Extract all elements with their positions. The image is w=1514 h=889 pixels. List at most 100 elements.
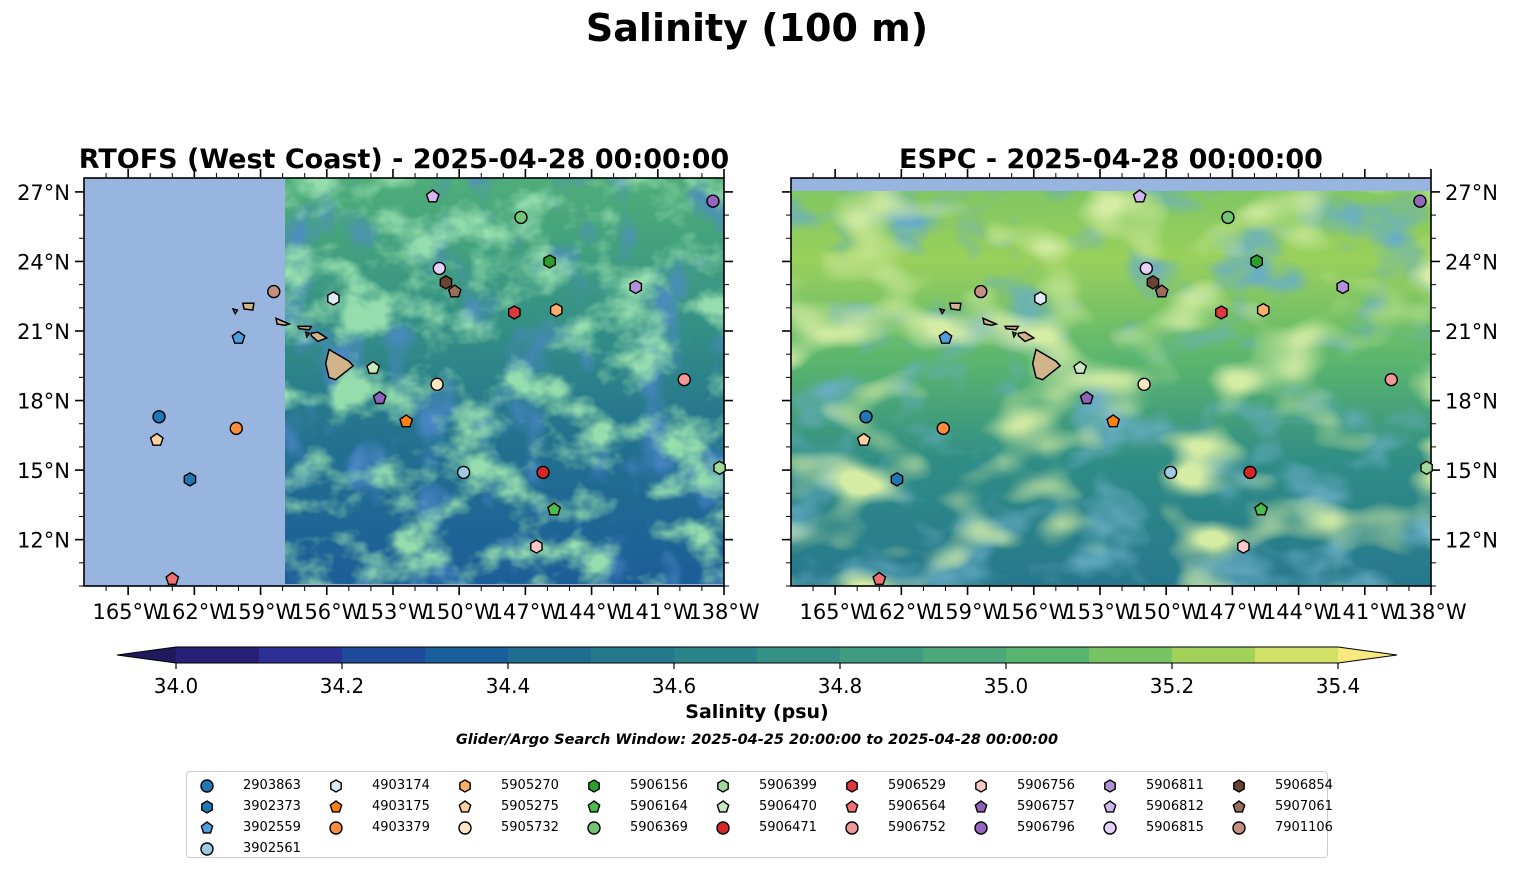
colorbar-segment xyxy=(176,647,260,663)
float-marker-3902373 xyxy=(890,472,904,487)
map-frame xyxy=(790,177,1432,587)
legend-label: 7901106 xyxy=(1275,820,1333,835)
float-marker-5906812 xyxy=(425,189,440,203)
axis-ticks: 165°W162°W159°W156°W153°W150°W147°W144°W… xyxy=(782,169,1498,624)
legend-marker-shape xyxy=(716,821,730,835)
legend-marker-shape xyxy=(200,779,214,793)
colorbar-tick-label: 35.2 xyxy=(1150,674,1195,698)
float-marker-5906757 xyxy=(372,390,387,405)
legend-marker-icon xyxy=(1104,779,1116,793)
float-marker-3902373 xyxy=(183,472,197,487)
float-marker-5906471 xyxy=(536,465,550,480)
legend-marker-icon xyxy=(717,779,729,793)
float-marker-5906812 xyxy=(1132,189,1147,203)
legend-marker-shape xyxy=(974,821,988,835)
float-marker-5906815 xyxy=(1139,261,1154,276)
x-tick-label: 153°W xyxy=(357,600,429,624)
x-tick-label: 147°W xyxy=(490,600,562,624)
legend-marker-shape xyxy=(200,821,214,834)
legend-marker-icon xyxy=(329,821,343,835)
island-shape xyxy=(948,302,962,311)
y-tick-label: 15°N xyxy=(17,459,70,483)
colorbar-segment xyxy=(1089,647,1173,663)
legend-label: 5906752 xyxy=(888,820,946,835)
x-tick-label: 150°W xyxy=(1130,600,1202,624)
island-shape xyxy=(231,307,239,316)
legend-marker-shape xyxy=(846,779,858,793)
float-legend: 2903863 3902373 3902559 3902561 4903174 49031… xyxy=(186,771,1333,858)
x-tick-label: 162°W xyxy=(159,600,231,624)
legend-marker-shape xyxy=(587,800,601,813)
legend-label: 3902373 xyxy=(243,799,301,814)
float-marker-5907061 xyxy=(447,284,462,298)
legend-marker-shape xyxy=(1104,779,1116,793)
legend-label: 5906796 xyxy=(1017,820,1075,835)
legend-marker-shape xyxy=(458,821,472,835)
colorbar: 34.0 34.2 34.4 34.6 34.8 35.0 35.2 35.4 xyxy=(116,646,1398,698)
float-marker-5906752 xyxy=(677,372,691,387)
legend-marker-icon xyxy=(200,842,214,856)
float-markers xyxy=(856,189,1433,585)
float-marker-3902561 xyxy=(456,465,471,480)
rtofs-salinity-field xyxy=(285,178,724,584)
float-marker-5906529 xyxy=(1214,305,1228,320)
no-data-band xyxy=(791,178,1431,191)
x-tick-label: 156°W xyxy=(291,600,363,624)
legend-marker-shape xyxy=(587,821,601,835)
legend-marker-icon xyxy=(974,800,988,813)
legend-label: 2903863 xyxy=(243,778,301,793)
colorbar-segment xyxy=(425,647,509,663)
legend-marker-icon xyxy=(846,779,858,793)
legend-marker-icon xyxy=(1103,800,1117,813)
legend-label: 4903175 xyxy=(372,799,430,814)
legend-marker-icon xyxy=(201,800,213,814)
legend-label: 5906471 xyxy=(759,820,817,835)
island-shape xyxy=(938,307,946,316)
panel-title-rtofs: RTOFS (West Coast) - 2025-04-28 00:00:00 xyxy=(79,144,729,175)
colorbar-tick-label: 35.0 xyxy=(984,674,1029,698)
float-marker-5905270 xyxy=(1256,302,1270,318)
float-marker-5906369 xyxy=(514,210,528,225)
legend-marker-shape xyxy=(458,800,472,813)
legend-marker-icon xyxy=(458,800,472,813)
legend-label: 5906470 xyxy=(759,799,817,814)
y-tick-label: 27°N xyxy=(1445,181,1498,205)
legend-marker-shape xyxy=(845,800,859,813)
float-marker-5906470 xyxy=(366,360,381,374)
island-shape xyxy=(274,317,292,326)
y-tick-label: 18°N xyxy=(1445,390,1498,414)
x-tick-label: 165°W xyxy=(92,600,164,624)
colorbar-segment xyxy=(342,647,426,663)
legend-marker-shape xyxy=(845,821,859,835)
float-marker-5906564 xyxy=(872,571,887,585)
legend-marker-icon xyxy=(975,779,987,793)
colorbar-segment xyxy=(674,647,758,663)
legend-marker-icon xyxy=(587,800,601,813)
legend-marker-shape xyxy=(1232,800,1246,813)
legend-label: 5906369 xyxy=(630,820,688,835)
legend-marker-icon xyxy=(200,779,214,793)
figure-title: Salinity (100 m) xyxy=(585,6,929,50)
legend-marker-icon xyxy=(1103,821,1117,835)
legend-marker-shape xyxy=(1103,800,1117,813)
colorbar-segment xyxy=(508,647,592,663)
float-marker-4903379 xyxy=(229,421,243,436)
legend-label: 3902561 xyxy=(243,841,301,856)
legend-label: 4903174 xyxy=(372,778,430,793)
float-markers xyxy=(149,189,726,585)
legend-label: 4903379 xyxy=(372,820,430,835)
float-marker-5906156 xyxy=(543,254,556,269)
y-tick-label: 18°N xyxy=(17,390,70,414)
y-tick-label: 21°N xyxy=(17,320,70,344)
colorbar-segment xyxy=(757,647,841,663)
float-marker-5906815 xyxy=(432,261,447,276)
float-marker-5906752 xyxy=(1384,372,1398,387)
y-tick-label: 12°N xyxy=(1445,529,1498,553)
float-marker-7901106 xyxy=(267,284,281,299)
legend-label: 5906399 xyxy=(759,778,817,793)
espc-map-panel: 165°W162°W159°W156°W153°W150°W147°W144°W… xyxy=(782,144,1498,624)
y-tick-label: 27°N xyxy=(17,181,70,205)
float-marker-4903174 xyxy=(327,291,340,306)
island-shape xyxy=(324,348,355,381)
